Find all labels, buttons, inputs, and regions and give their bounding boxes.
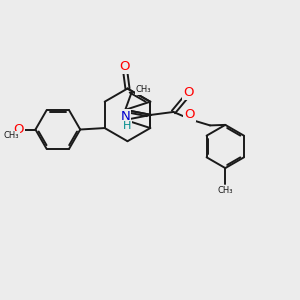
- Text: CH₃: CH₃: [135, 85, 151, 94]
- Text: H: H: [122, 122, 131, 131]
- Text: CH₃: CH₃: [3, 131, 19, 140]
- Text: CH₃: CH₃: [218, 185, 233, 194]
- Text: O: O: [184, 108, 195, 122]
- Text: O: O: [119, 60, 130, 73]
- Text: N: N: [120, 110, 130, 124]
- Text: O: O: [184, 86, 194, 99]
- Text: O: O: [14, 123, 24, 136]
